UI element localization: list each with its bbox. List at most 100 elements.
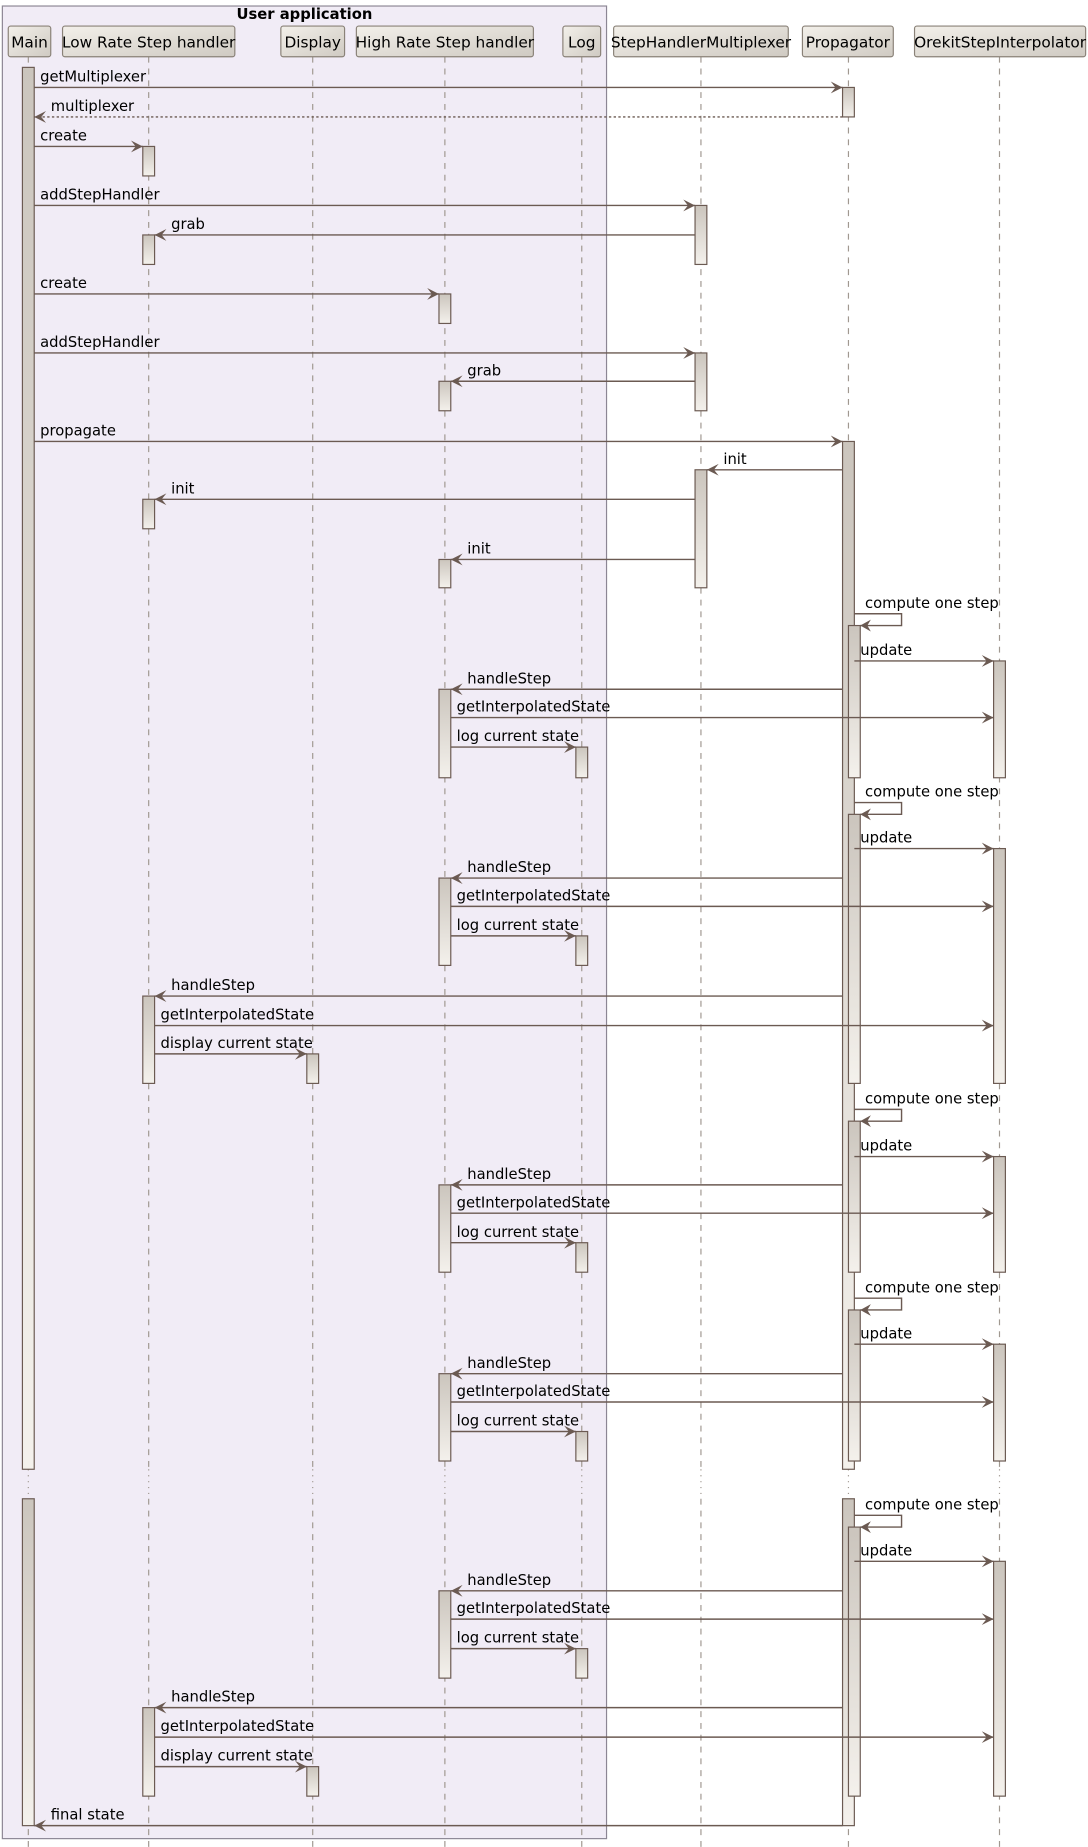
participant-box [562,25,602,58]
message-label: log current state [457,1224,579,1241]
activation-orekit [993,1560,1006,1797]
activation-prop [841,86,855,118]
message-handlestep[interactable]: handleStep [450,1355,843,1380]
message-grab[interactable]: grab [450,362,696,388]
participant-box [61,25,236,58]
message-compute-one-step[interactable]: compute one step [854,784,999,821]
message-propagate[interactable]: propagate [34,423,843,448]
message-getinterpolatedstate[interactable]: getInterpolatedState [450,699,994,724]
message-label: update [860,830,912,847]
message-init[interactable]: init [154,480,696,506]
message-log-current-state[interactable]: log current state [450,728,579,753]
participant-label: OrekitStepInterpolator [914,33,1087,51]
message-update[interactable]: update [854,1325,994,1351]
message-label: log current state [457,917,579,934]
message-compute-one-step[interactable]: compute one step [854,1090,999,1128]
participant-low[interactable]: Low Rate Step handler [61,25,236,58]
activation-display [306,1053,320,1084]
message-label: compute one step [865,1279,999,1296]
activation-mux [694,469,708,589]
message-init[interactable]: init [706,451,843,476]
participant-high[interactable]: High Rate Step handler [356,25,535,58]
message-label: getMultiplexer [40,69,147,86]
message-handlestep[interactable]: handleStep [154,977,843,1002]
activation-prop [847,1309,861,1462]
message-handlestep[interactable]: handleStep [450,1166,843,1191]
message-label: multiplexer [51,98,135,115]
group-title: User application [237,6,373,23]
activation-prop [847,624,861,779]
activation-low [142,498,156,530]
message-grab[interactable]: grab [154,216,696,241]
activation-high [438,877,452,966]
activation-high [438,1373,452,1462]
participant-box [7,25,52,58]
message-multiplexer[interactable]: multiplexer [34,98,843,123]
participant-mux[interactable]: StepHandlerMultiplexer [611,25,792,58]
arrowhead [981,842,994,855]
participant-label: Low Rate Step handler [62,33,236,51]
message-compute-one-step[interactable]: compute one step [854,1496,999,1533]
arrowhead [981,1555,994,1568]
activation-low [142,145,156,177]
message-handlestep[interactable]: handleStep [154,1689,843,1714]
message-display-current-state[interactable]: display current state [154,1748,313,1773]
message-update[interactable]: update [854,642,994,667]
message-label: compute one step [865,1496,999,1513]
message-update[interactable]: update [854,1138,994,1163]
arrowhead [981,711,994,724]
message-addstephandler[interactable]: addStepHandler [34,334,696,359]
arrowhead [860,808,871,821]
message-getinterpolatedstate[interactable]: getInterpolatedState [450,1600,994,1626]
message-log-current-state[interactable]: log current state [450,1630,579,1655]
arrowhead [981,1396,994,1408]
participant-orekit[interactable]: OrekitStepInterpolator [913,25,1087,58]
message-final-state[interactable]: final state [34,1807,843,1832]
message-create[interactable]: create [34,275,439,300]
arrowhead [830,435,843,448]
message-label: log current state [457,1413,579,1430]
activation-log [575,1242,589,1273]
message-label: display current state [160,1035,312,1052]
arrowhead [683,199,696,212]
participant-prop[interactable]: Propagator [801,25,894,58]
message-init[interactable]: init [450,541,696,566]
message-handlestep[interactable]: handleStep [450,670,843,696]
message-log-current-state[interactable]: log current state [450,1413,579,1438]
message-getinterpolatedstate[interactable]: getInterpolatedState [450,1194,994,1220]
message-log-current-state[interactable]: log current state [450,1224,579,1249]
arrowhead [450,553,463,566]
message-addstephandler[interactable]: addStepHandler [34,187,696,212]
message-getinterpolatedstate[interactable]: getInterpolatedState [450,1383,994,1408]
message-display-current-state[interactable]: display current state [154,1035,313,1060]
self-arrow [854,801,903,816]
message-update[interactable]: update [854,830,994,855]
message-compute-one-step[interactable]: compute one step [854,595,999,632]
message-create[interactable]: create [34,128,143,153]
message-compute-one-step[interactable]: compute one step [854,1279,999,1316]
participant-display[interactable]: Display [280,25,346,58]
activation-main [21,66,35,1470]
message-handlestep[interactable]: handleStep [450,1572,843,1597]
activation-display [306,1766,320,1797]
activation-log [575,746,589,779]
message-getmultiplexer[interactable]: getMultiplexer [34,69,843,94]
arrowhead [564,1642,576,1655]
message-getinterpolatedstate[interactable]: getInterpolatedState [154,1718,994,1744]
activation-orekit [993,1343,1006,1462]
message-handlestep[interactable]: handleStep [450,859,843,884]
message-label: handleStep [467,1355,551,1372]
arrowhead [450,872,463,884]
message-log-current-state[interactable]: log current state [450,917,579,942]
message-label: log current state [457,728,579,745]
activation-high [438,1590,452,1679]
arrowhead [34,111,47,123]
message-update[interactable]: update [854,1542,994,1568]
arrowhead [981,1019,994,1032]
participant-main[interactable]: Main [7,25,52,58]
activation-high [438,380,452,412]
message-getinterpolatedstate[interactable]: getInterpolatedState [450,887,994,913]
message-getinterpolatedstate[interactable]: getInterpolatedState [154,1007,994,1032]
participant-log[interactable]: Log [562,25,602,58]
